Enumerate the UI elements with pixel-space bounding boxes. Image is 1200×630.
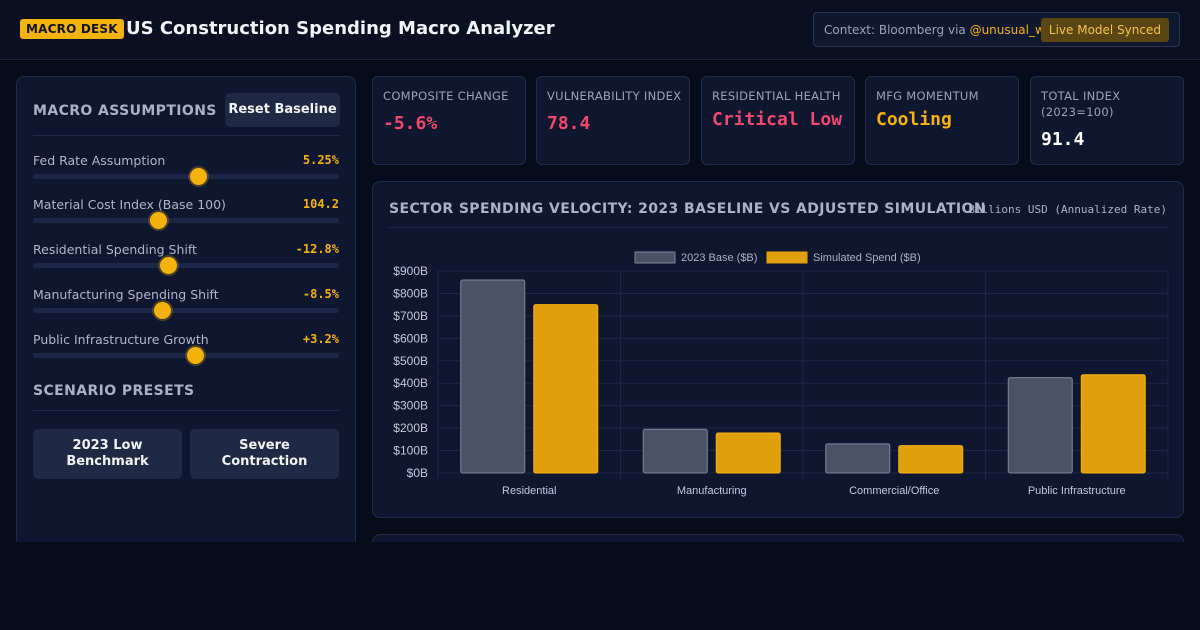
divider	[389, 227, 1168, 228]
kpi-value: -5.6%	[383, 113, 438, 134]
bar-2023-base	[460, 279, 526, 474]
slider-thumb[interactable]	[190, 168, 208, 185]
sector-spending-chart-panel: SECTOR SPENDING VELOCITY: 2023 BASELINE …	[372, 181, 1184, 518]
macro-desk-badge: MACRO DESK	[20, 19, 124, 39]
bar-simulated-spend	[1080, 374, 1146, 474]
kpi-label: VULNERABILITY INDEX	[547, 89, 682, 103]
sync-status-badge: Live Model Synced	[1040, 18, 1169, 42]
y-tick-label: $200B	[393, 421, 428, 435]
slider-public-infrastructure: Public Infrastructure Growth +3.2%	[33, 332, 339, 372]
y-tick-label: $100B	[393, 444, 428, 458]
kpi-mfg-momentum: MFG MOMENTUM Cooling	[865, 76, 1019, 165]
slider-value: +3.2%	[302, 332, 339, 346]
kpi-composite-change: COMPOSITE CHANGE -5.6%	[372, 76, 526, 165]
x-tick-label: Commercial/Office	[849, 485, 939, 497]
slider-value: -12.8%	[295, 242, 339, 256]
slider-label: Public Infrastructure Growth	[33, 332, 209, 347]
kpi-sublabel: (2023=100)	[1041, 105, 1114, 119]
x-tick-label: Residential	[502, 485, 556, 497]
slider-value: -8.5%	[302, 287, 339, 301]
y-tick-label: $400B	[393, 376, 428, 390]
legend-label: Simulated Spend ($B)	[813, 252, 921, 264]
preset-2023-low-button[interactable]: 2023 Low Benchmark	[33, 429, 182, 479]
slider-track[interactable]	[33, 218, 339, 223]
slider-track[interactable]	[33, 308, 339, 313]
preset-severe-contraction-button[interactable]: Severe Contraction	[190, 429, 339, 479]
slider-label: Manufacturing Spending Shift	[33, 287, 219, 302]
bar-chart: 2023 Base ($B) Simulated Spend ($B) $0B $10…	[393, 251, 1169, 497]
bar-2023-base	[1007, 377, 1073, 474]
kpi-value: Critical Low	[712, 109, 843, 130]
legend-swatch	[634, 251, 676, 264]
y-tick-label: $700B	[393, 309, 428, 323]
slider-label: Material Cost Index (Base 100)	[33, 197, 226, 212]
slider-track[interactable]	[33, 174, 339, 179]
kpi-label: RESIDENTIAL HEALTH	[712, 89, 841, 103]
legend-label: 2023 Base ($B)	[681, 252, 757, 264]
y-tick-label: $900B	[393, 264, 428, 278]
slider-value: 5.25%	[302, 153, 339, 167]
kpi-label: COMPOSITE CHANGE	[383, 89, 509, 103]
reset-baseline-button[interactable]: Reset Baseline	[225, 93, 340, 127]
kpi-label: MFG MOMENTUM	[876, 89, 979, 103]
kpi-value: 78.4	[547, 113, 591, 134]
slider-track[interactable]	[33, 353, 339, 358]
slider-fed-rate: Fed Rate Assumption 5.25%	[33, 153, 339, 193]
bar-simulated-spend	[533, 304, 599, 474]
slider-material-cost: Material Cost Index (Base 100) 104.2	[33, 197, 339, 237]
bar-simulated-spend	[898, 445, 964, 474]
divider	[33, 410, 339, 411]
bar-2023-base	[642, 428, 708, 474]
y-tick-label: $300B	[393, 399, 428, 413]
y-tick-label: $0B	[407, 466, 428, 480]
x-tick-label: Manufacturing	[677, 485, 747, 497]
divider	[33, 135, 339, 136]
chart-title: SECTOR SPENDING VELOCITY: 2023 BASELINE …	[389, 201, 986, 217]
x-tick-label: Public Infrastructure	[1028, 485, 1126, 497]
slider-label: Residential Spending Shift	[33, 242, 197, 257]
slider-thumb[interactable]	[153, 302, 171, 319]
slider-manufacturing-shift: Manufacturing Spending Shift -8.5%	[33, 287, 339, 327]
kpi-vulnerability-index: VULNERABILITY INDEX 78.4	[536, 76, 690, 165]
kpi-residential-health: RESIDENTIAL HEALTH Critical Low	[701, 76, 855, 165]
context-text: Context: Bloomberg via @unusual_whales	[824, 23, 1077, 38]
macro-assumptions-panel: MACRO ASSUMPTIONS Reset Baseline Fed Rat…	[16, 76, 356, 546]
legend-swatch	[766, 251, 808, 264]
chart-units: Billions USD (Annualized Rate)	[968, 203, 1167, 216]
slider-thumb[interactable]	[159, 257, 177, 274]
slider-track[interactable]	[33, 263, 339, 268]
presets-title: SCENARIO PRESETS	[33, 383, 195, 399]
y-tick-label: $500B	[393, 354, 428, 368]
bar-2023-base	[825, 443, 891, 474]
slider-thumb[interactable]	[150, 212, 168, 229]
context-box: Context: Bloomberg via @unusual_whales L…	[813, 12, 1180, 47]
slider-value: 104.2	[302, 197, 339, 211]
slider-label: Fed Rate Assumption	[33, 153, 166, 168]
kpi-label-main: TOTAL INDEX	[1041, 89, 1121, 103]
assumptions-title: MACRO ASSUMPTIONS	[33, 103, 217, 119]
bar-simulated-spend	[715, 432, 781, 474]
slider-residential-shift: Residential Spending Shift -12.8%	[33, 242, 339, 282]
slider-thumb[interactable]	[187, 347, 205, 364]
app-title: US Construction Spending Macro Analyzer	[126, 18, 555, 39]
kpi-label: TOTAL INDEX (2023=100)	[1041, 88, 1120, 120]
y-tick-label: $800B	[393, 286, 428, 300]
kpi-value: Cooling	[876, 109, 952, 130]
kpi-value: 91.4	[1041, 129, 1085, 150]
page-background	[0, 542, 1200, 630]
context-prefix: Context: Bloomberg via	[824, 23, 970, 37]
kpi-total-index: TOTAL INDEX (2023=100) 91.4	[1030, 76, 1184, 165]
app-header: MACRO DESK US Construction Spending Macr…	[0, 0, 1200, 60]
y-tick-label: $600B	[393, 331, 428, 345]
